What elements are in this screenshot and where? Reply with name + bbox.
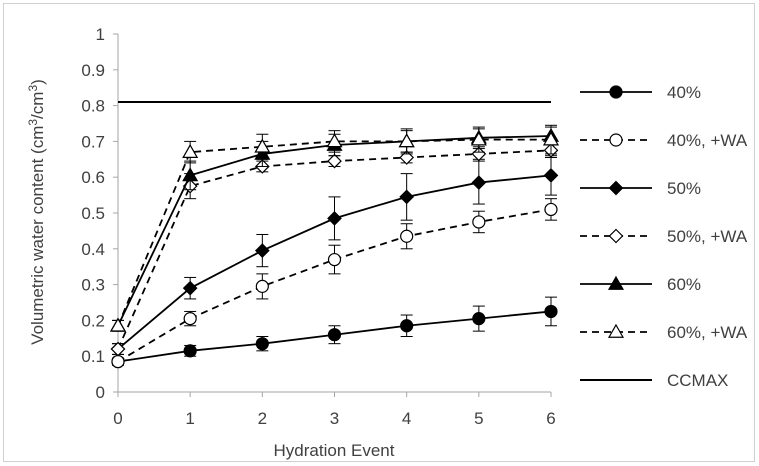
legend-label: 50% bbox=[667, 179, 701, 198]
x-tick-label: 0 bbox=[113, 409, 122, 428]
y-tick-labels: 0 0.1 0.2 0.3 0.4 0.5 0.6 0.7 0.8 0.9 1 bbox=[81, 25, 118, 402]
data-point bbox=[544, 304, 558, 319]
y-tick-label: 0.9 bbox=[81, 61, 105, 80]
legend-item-4: 50%, +WA bbox=[580, 227, 748, 246]
data-point bbox=[399, 189, 415, 205]
data-point bbox=[327, 328, 342, 342]
y-tick-label: 0.8 bbox=[81, 97, 105, 116]
y-tick-label: 0.4 bbox=[81, 240, 105, 259]
legend-swatch-marker bbox=[609, 85, 623, 99]
x-tick-label: 4 bbox=[402, 409, 411, 428]
series-layer bbox=[109, 101, 560, 369]
data-point bbox=[111, 354, 125, 369]
data-point bbox=[110, 341, 126, 357]
data-point bbox=[183, 344, 197, 358]
data-point bbox=[471, 175, 487, 190]
legend-swatch-marker bbox=[609, 133, 623, 147]
x-tick-label: 2 bbox=[258, 409, 267, 428]
data-point bbox=[183, 312, 197, 326]
legend-label: 40%, +WA bbox=[667, 131, 748, 150]
data-point bbox=[182, 167, 199, 182]
x-tick-label: 5 bbox=[474, 409, 483, 428]
legend-item-2: 40%, +WA bbox=[580, 131, 748, 150]
y-tick-label: 0.6 bbox=[81, 168, 105, 187]
series-2 bbox=[111, 198, 558, 369]
legend-label: 50%, +WA bbox=[667, 227, 748, 246]
data-point bbox=[327, 211, 342, 226]
y-tick-label: 1 bbox=[96, 25, 105, 44]
data-point bbox=[109, 317, 127, 332]
data-point bbox=[398, 133, 415, 148]
y-tick-label: 0.2 bbox=[81, 311, 105, 330]
data-point bbox=[254, 243, 270, 258]
y-axis-title: Volumetric water content (cm3/cm3) bbox=[26, 79, 47, 345]
legend-item-7: CCMAX bbox=[580, 371, 728, 390]
legend-item-6: 60%, +WA bbox=[580, 323, 748, 342]
legend-item-1: 40% bbox=[580, 83, 701, 102]
y-tick-label: 0.3 bbox=[81, 276, 105, 295]
data-point bbox=[470, 131, 487, 146]
legend-item-3: 50% bbox=[580, 179, 701, 198]
legend: 40% 40%, +WA 50% 50%, +WA 60% 60%, +WA CCMAX bbox=[580, 83, 748, 390]
data-point bbox=[542, 131, 560, 146]
legend-swatch-marker bbox=[607, 275, 625, 290]
x-tick-labels: 0 1 2 3 4 5 6 bbox=[113, 392, 556, 428]
y-tick-label: 0.5 bbox=[81, 204, 105, 223]
data-point bbox=[182, 143, 199, 158]
legend-label: 40% bbox=[667, 83, 701, 102]
x-tick-label: 3 bbox=[330, 409, 339, 428]
y-tick-label: 0.7 bbox=[81, 132, 105, 151]
data-point bbox=[472, 215, 486, 229]
legend-label: CCMAX bbox=[667, 371, 728, 390]
data-point bbox=[327, 153, 342, 169]
legend-swatch-marker bbox=[608, 180, 624, 196]
chart-frame bbox=[3, 3, 755, 462]
data-point bbox=[326, 133, 343, 148]
data-point bbox=[255, 337, 269, 351]
legend-label: 60% bbox=[667, 275, 701, 294]
data-point bbox=[472, 312, 486, 326]
data-point bbox=[254, 138, 271, 153]
data-point bbox=[543, 168, 559, 183]
data-point bbox=[400, 229, 414, 243]
x-tick-label: 6 bbox=[546, 409, 555, 428]
y-tick-label: 0 bbox=[96, 383, 105, 402]
data-point bbox=[255, 279, 269, 293]
series-1 bbox=[111, 296, 558, 369]
legend-label: 60%, +WA bbox=[667, 323, 748, 342]
y-tick-label: 0.1 bbox=[81, 347, 105, 366]
legend-swatch-marker bbox=[608, 228, 624, 244]
x-tick-label: 1 bbox=[185, 409, 194, 428]
x-axis-title: Hydration Event bbox=[274, 441, 395, 460]
legend-item-5: 60% bbox=[580, 275, 701, 294]
series-6 bbox=[109, 124, 560, 332]
data-point bbox=[327, 252, 342, 267]
data-point bbox=[400, 319, 414, 333]
data-point bbox=[544, 202, 558, 217]
data-point bbox=[182, 280, 198, 296]
legend-swatch-marker bbox=[607, 323, 625, 338]
